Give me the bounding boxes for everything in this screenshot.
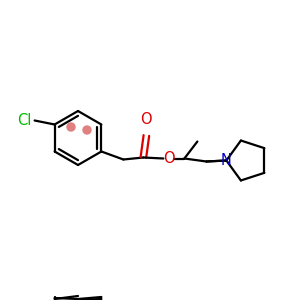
- Text: N: N: [221, 153, 232, 168]
- Text: O: O: [164, 151, 175, 166]
- Text: O: O: [141, 112, 152, 128]
- Circle shape: [67, 123, 75, 131]
- Text: Cl: Cl: [17, 113, 32, 128]
- Circle shape: [83, 126, 91, 134]
